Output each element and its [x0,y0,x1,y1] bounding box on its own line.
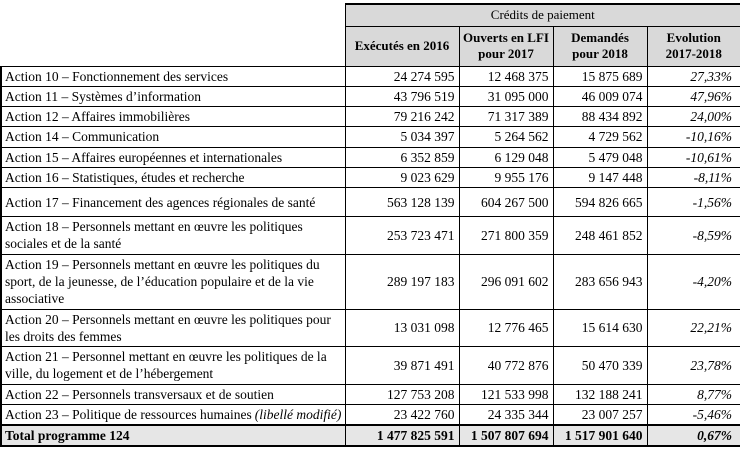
value-evolution: -8,11% [646,166,740,189]
row-label: Action 10 – Fonctionnement des services [0,65,346,87]
value-2016: 43 796 519 [344,85,460,108]
col-header-evolution-2017-2018: Evolution 2017-2018 [646,25,740,67]
row-label: Action 23 – Politique de ressources huma… [0,403,346,426]
value-2017: 40 772 876 [458,346,554,385]
value-2018: 594 826 665 [552,187,648,218]
value-2016: 23 422 760 [344,403,460,426]
value-evolution: 22,21% [646,308,740,348]
value-2018: 9 147 448 [552,166,648,189]
row-label: Action 14 – Communication [0,126,346,148]
value-2016: 24 274 595 [344,65,460,87]
value-evolution: 23,78% [646,346,740,385]
value-2017: 71 317 389 [458,106,554,128]
table-row-action-16: Action 16 – Statistiques, études et rech… [0,166,740,189]
row-label: Action 21 – Personnel mettant en œuvre l… [0,346,346,385]
value-evolution: 47,96% [646,85,740,108]
value-2018: 23 007 257 [552,403,648,426]
col-header-executes-2016: Exécutés en 2016 [344,25,460,67]
value-evolution: -10,61% [646,146,740,168]
value-2017: 9 955 176 [458,166,554,189]
value-evolution: -4,20% [646,253,740,310]
corner-blank-cell-2 [1,26,345,67]
value-2018: 132 188 241 [552,383,648,405]
row-label: Action 17 – Financement des agences régi… [0,187,346,218]
value-2018: 46 009 074 [552,85,648,108]
value-evolution: -8,59% [646,216,740,255]
table-row-action-19: Action 19 – Personnels mettant en œuvre … [0,253,740,310]
table-row-action-15: Action 15 – Affaires européennes et inte… [0,146,740,168]
row-label: Action 19 – Personnels mettant en œuvre … [0,253,346,310]
table-row-action-11: Action 11 – Systèmes d’information 43 79… [0,85,740,108]
value-2016: 39 871 491 [344,346,460,385]
table-row-action-12: Action 12 – Affaires immobilières 79 216… [0,106,740,128]
value-2018: 50 470 339 [552,346,648,385]
total-2017: 1 507 807 694 [458,424,554,448]
value-2017: 31 095 000 [458,85,554,108]
value-evolution: 27,33% [646,65,740,87]
value-2017: 271 800 359 [458,216,554,255]
value-evolution: -5,46% [646,403,740,426]
value-2017: 121 533 998 [458,383,554,405]
value-evolution: -10,16% [646,126,740,148]
value-2017: 296 091 602 [458,253,554,310]
value-2016: 9 023 629 [344,166,460,189]
value-2018: 15 875 689 [552,65,648,87]
value-2017: 12 776 465 [458,308,554,348]
total-2016: 1 477 825 591 [344,424,460,448]
row-label: Action 12 – Affaires immobilières [0,106,346,128]
row-label: Action 20 – Personnels mettant en œuvre … [0,308,346,348]
value-2017: 604 267 500 [458,187,554,218]
value-evolution: -1,56% [646,187,740,218]
table-row-action-10: Action 10 – Fonctionnement des services … [0,65,740,87]
total-2018: 1 517 901 640 [552,424,648,448]
table-title-row: Crédits de paiement [1,2,740,27]
table-row-action-20: Action 20 – Personnels mettant en œuvre … [0,308,740,348]
col-header-ouverts-lfi-2017: Ouverts en LFI pour 2017 [458,25,554,67]
value-2018: 88 434 892 [552,106,648,128]
table-row-action-21: Action 21 – Personnel mettant en œuvre l… [0,346,740,385]
table-row-action-18: Action 18 – Personnels mettant en œuvre … [0,216,740,255]
column-header-row: Exécutés en 2016 Ouverts en LFI pour 201… [1,25,740,67]
value-2017: 5 264 562 [458,126,554,148]
row-label: Action 11 – Systèmes d’information [0,85,346,108]
table-row-action-22: Action 22 – Personnels transversaux et d… [0,383,740,405]
value-2017: 6 129 048 [458,146,554,168]
value-2016: 5 034 397 [344,126,460,148]
value-2016: 79 216 242 [344,106,460,128]
value-2017: 24 335 344 [458,403,554,426]
value-2016: 6 352 859 [344,146,460,168]
row-label: Action 15 – Affaires européennes et inte… [0,146,346,168]
value-2018: 283 656 943 [552,253,648,310]
value-2018: 5 479 048 [552,146,648,168]
value-2016: 13 031 098 [344,308,460,348]
total-row: Total programme 124 1 477 825 591 1 507 … [0,424,740,448]
table-row-action-23: Action 23 – Politique de ressources huma… [0,403,740,426]
total-label: Total programme 124 [0,424,346,448]
value-2016: 563 128 139 [344,187,460,218]
table-row-action-14: Action 14 – Communication 5 034 397 5 26… [0,126,740,148]
value-2018: 15 614 630 [552,308,648,348]
value-evolution: 24,00% [646,106,740,128]
col-header-demandes-2018: Demandés pour 2018 [552,25,648,67]
row-label: Action 22 – Personnels transversaux et d… [0,383,346,405]
value-2018: 248 461 852 [552,216,648,255]
value-2016: 289 197 183 [344,253,460,310]
row-label-note: (libellé modifié) [254,406,342,422]
row-label: Action 18 – Personnels mettant en œuvre … [0,216,346,255]
row-label: Action 16 – Statistiques, études et rech… [0,166,346,189]
table-row-action-17: Action 17 – Financement des agences régi… [0,187,740,218]
credits-de-paiement-header: Crédits de paiement [344,2,740,27]
value-2016: 253 723 471 [344,216,460,255]
value-2016: 127 753 208 [344,383,460,405]
value-evolution: 8,77% [646,383,740,405]
corner-blank-cell [1,4,345,27]
value-2018: 4 729 562 [552,126,648,148]
value-2017: 12 468 375 [458,65,554,87]
total-evolution: 0,67% [646,424,740,448]
row-label-text: Action 23 – Politique de ressources huma… [5,406,252,422]
